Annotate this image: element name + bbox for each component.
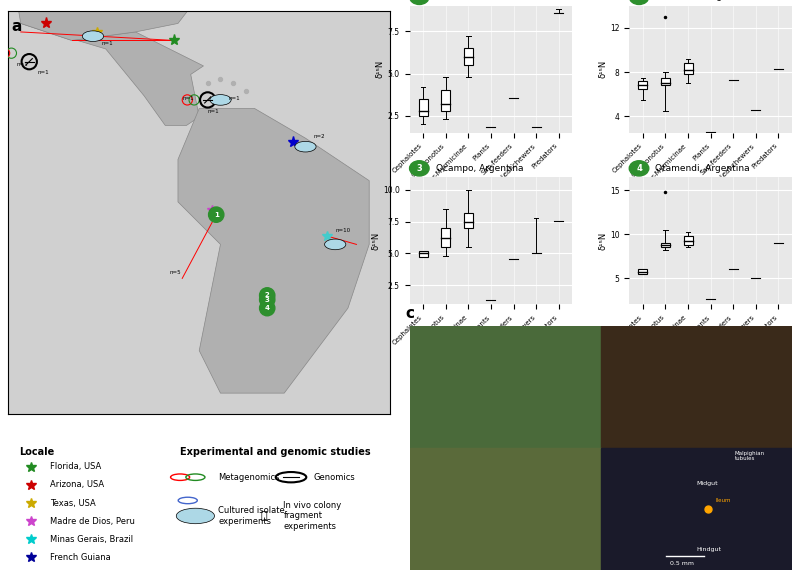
Text: Metagenomics: Metagenomics [218,473,280,482]
Text: Herradura, Argentina: Herradura, Argentina [655,0,751,1]
Y-axis label: δ¹⁵N: δ¹⁵N [598,60,607,78]
Text: 1: 1 [214,211,218,218]
Ellipse shape [82,31,104,41]
FancyBboxPatch shape [442,90,450,111]
Ellipse shape [325,239,346,250]
Circle shape [630,0,649,5]
Text: a: a [12,19,22,34]
Text: Arizona, USA: Arizona, USA [50,480,104,490]
FancyBboxPatch shape [442,228,450,247]
Y-axis label: δ¹⁵N: δ¹⁵N [376,60,385,78]
Text: Ileum: Ileum [715,498,731,503]
Text: n=10: n=10 [335,228,350,233]
Circle shape [259,292,275,307]
Text: Minas Gerais, Brazil: Minas Gerais, Brazil [50,535,133,544]
Ellipse shape [210,94,231,105]
Circle shape [630,161,649,176]
Text: Madre de Dios, Peru: Madre de Dios, Peru [50,517,135,526]
Text: Ocampo, Argentina: Ocampo, Argentina [435,164,523,173]
Text: 2: 2 [265,293,270,298]
Text: n=1: n=1 [38,70,50,75]
FancyBboxPatch shape [661,243,670,247]
Text: 0.5 mm: 0.5 mm [670,562,694,566]
FancyBboxPatch shape [464,213,473,228]
FancyBboxPatch shape [638,81,647,89]
Text: n=1: n=1 [17,62,28,67]
Point [202,78,214,88]
Point [239,87,252,96]
Ellipse shape [176,508,214,524]
Text: Malpighian
tubules: Malpighian tubules [734,450,765,461]
Circle shape [410,161,429,176]
FancyBboxPatch shape [661,78,670,85]
Text: 1: 1 [416,0,422,1]
Text: 4: 4 [636,164,642,173]
Text: French Guiana: French Guiana [50,553,111,562]
Circle shape [259,288,275,303]
Text: c: c [406,306,414,321]
Text: 2: 2 [636,0,642,1]
Polygon shape [21,24,203,126]
Text: n=1: n=1 [229,96,241,101]
Y-axis label: δ¹⁵N: δ¹⁵N [598,232,607,250]
Text: n=2: n=2 [314,134,326,139]
Text: Texas, USA: Texas, USA [50,499,96,507]
Text: 🐜: 🐜 [261,511,267,521]
Text: Otamendi, Argentina: Otamendi, Argentina [655,164,750,173]
Text: Experimental and genomic studies: Experimental and genomic studies [180,448,370,457]
Text: n=1: n=1 [182,96,194,101]
Point [227,78,240,88]
FancyBboxPatch shape [418,251,428,257]
Text: n=5: n=5 [170,270,181,275]
Text: 4: 4 [265,305,270,311]
Text: EBCC, Peru: EBCC, Peru [435,0,486,1]
Text: Hindgut: Hindgut [696,547,722,552]
Text: 3: 3 [417,164,422,173]
FancyBboxPatch shape [683,236,693,245]
Text: Florida, USA: Florida, USA [50,463,102,471]
Circle shape [209,207,224,222]
Circle shape [259,301,275,316]
Ellipse shape [295,141,316,152]
Text: Locale: Locale [19,448,54,457]
Polygon shape [178,108,369,393]
FancyBboxPatch shape [418,99,428,116]
Circle shape [410,0,429,5]
Text: Cultured isolate
experiments: Cultured isolate experiments [218,506,285,526]
Text: n=1: n=1 [208,109,219,113]
Y-axis label: δ¹⁵N: δ¹⁵N [371,232,380,250]
Text: 3: 3 [265,297,270,302]
Polygon shape [8,0,242,40]
FancyBboxPatch shape [638,269,647,274]
FancyBboxPatch shape [683,63,693,74]
Text: Midgut: Midgut [696,481,718,486]
Text: n=1: n=1 [102,41,113,46]
Text: Genomics: Genomics [314,473,356,482]
FancyBboxPatch shape [464,48,473,65]
Point [214,74,227,84]
Text: In vivo colony
fragment
experiments: In vivo colony fragment experiments [283,501,342,531]
